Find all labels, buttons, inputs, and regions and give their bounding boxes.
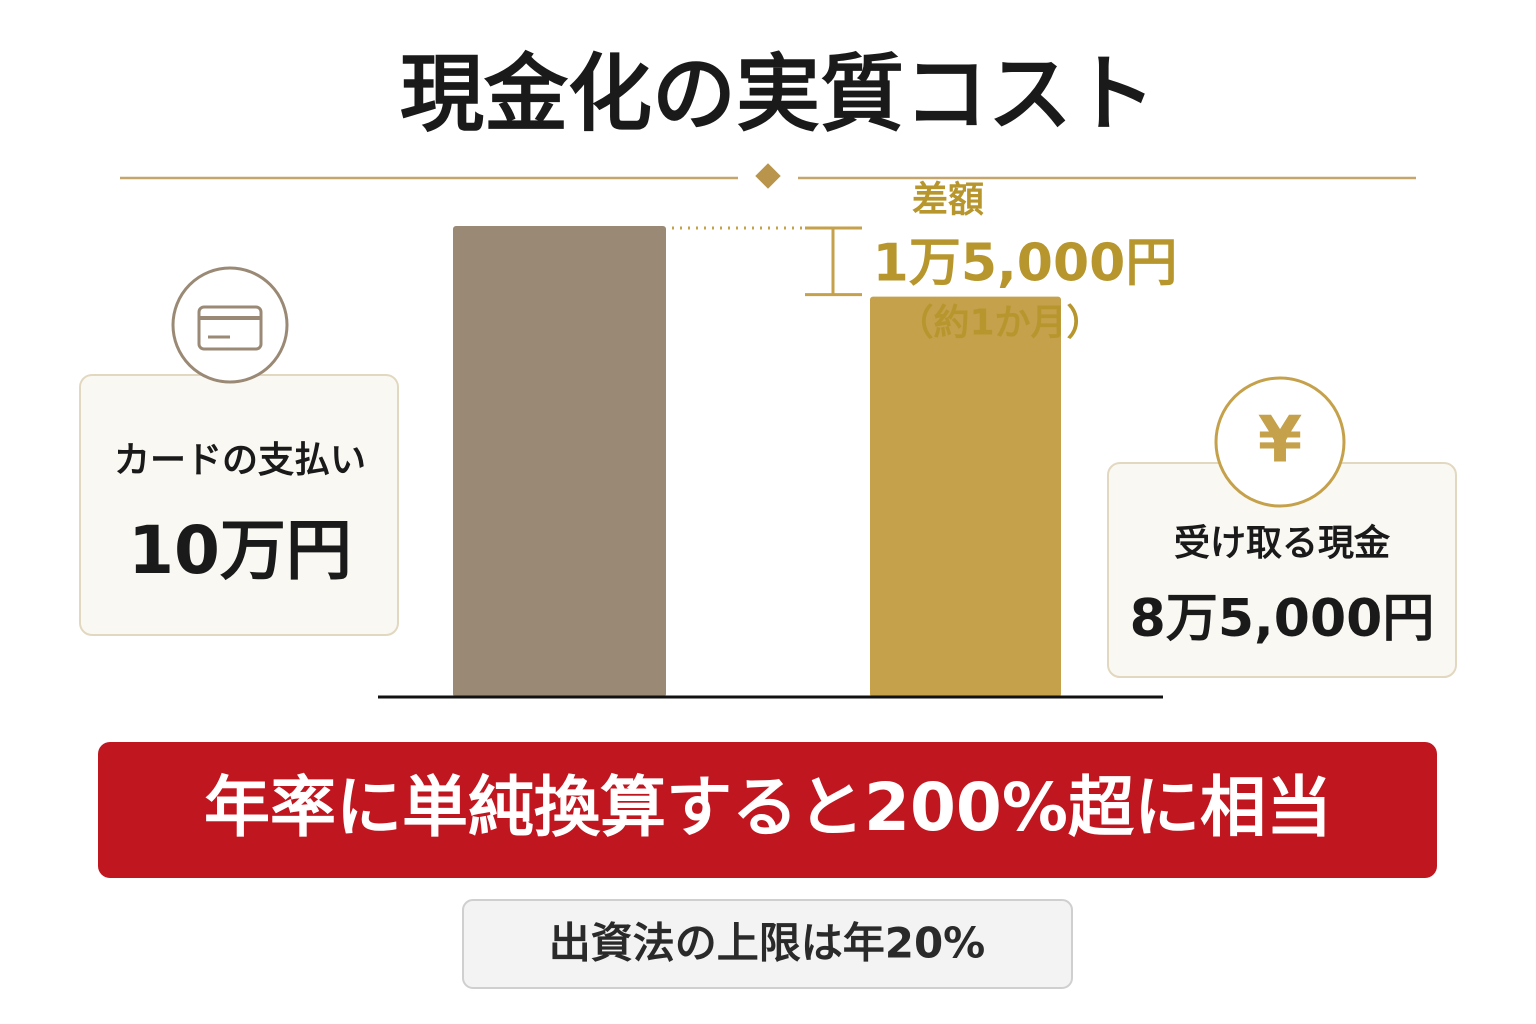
banner (98, 742, 1437, 878)
card-icon-shape (197, 305, 263, 351)
card-icon (171, 266, 289, 384)
bar (453, 226, 666, 697)
cash-icon-symbol: ¥ (1258, 404, 1303, 478)
cash-icon (1214, 376, 1346, 508)
divider-diamond (755, 163, 781, 189)
note-box (462, 899, 1073, 989)
category-label: 受け取る現金 (1174, 522, 1391, 564)
card-box (79, 374, 399, 636)
value-label: 10万円 (128, 512, 352, 589)
note-text: 出資法の上限は年20% (549, 919, 986, 968)
value-label: 8万5,000円 (1130, 589, 1435, 649)
bar (870, 296, 1061, 697)
difference-note: （約1か月） (897, 302, 1102, 343)
category-label: カードの支払い (114, 440, 366, 481)
chart-title: 現金化の実質コスト (400, 45, 1156, 143)
difference-value: 1万5,000円 (873, 233, 1178, 293)
difference-title: 差額 (912, 179, 984, 220)
banner-text: 年率に単純換算すると200%超に相当 (204, 769, 1332, 846)
